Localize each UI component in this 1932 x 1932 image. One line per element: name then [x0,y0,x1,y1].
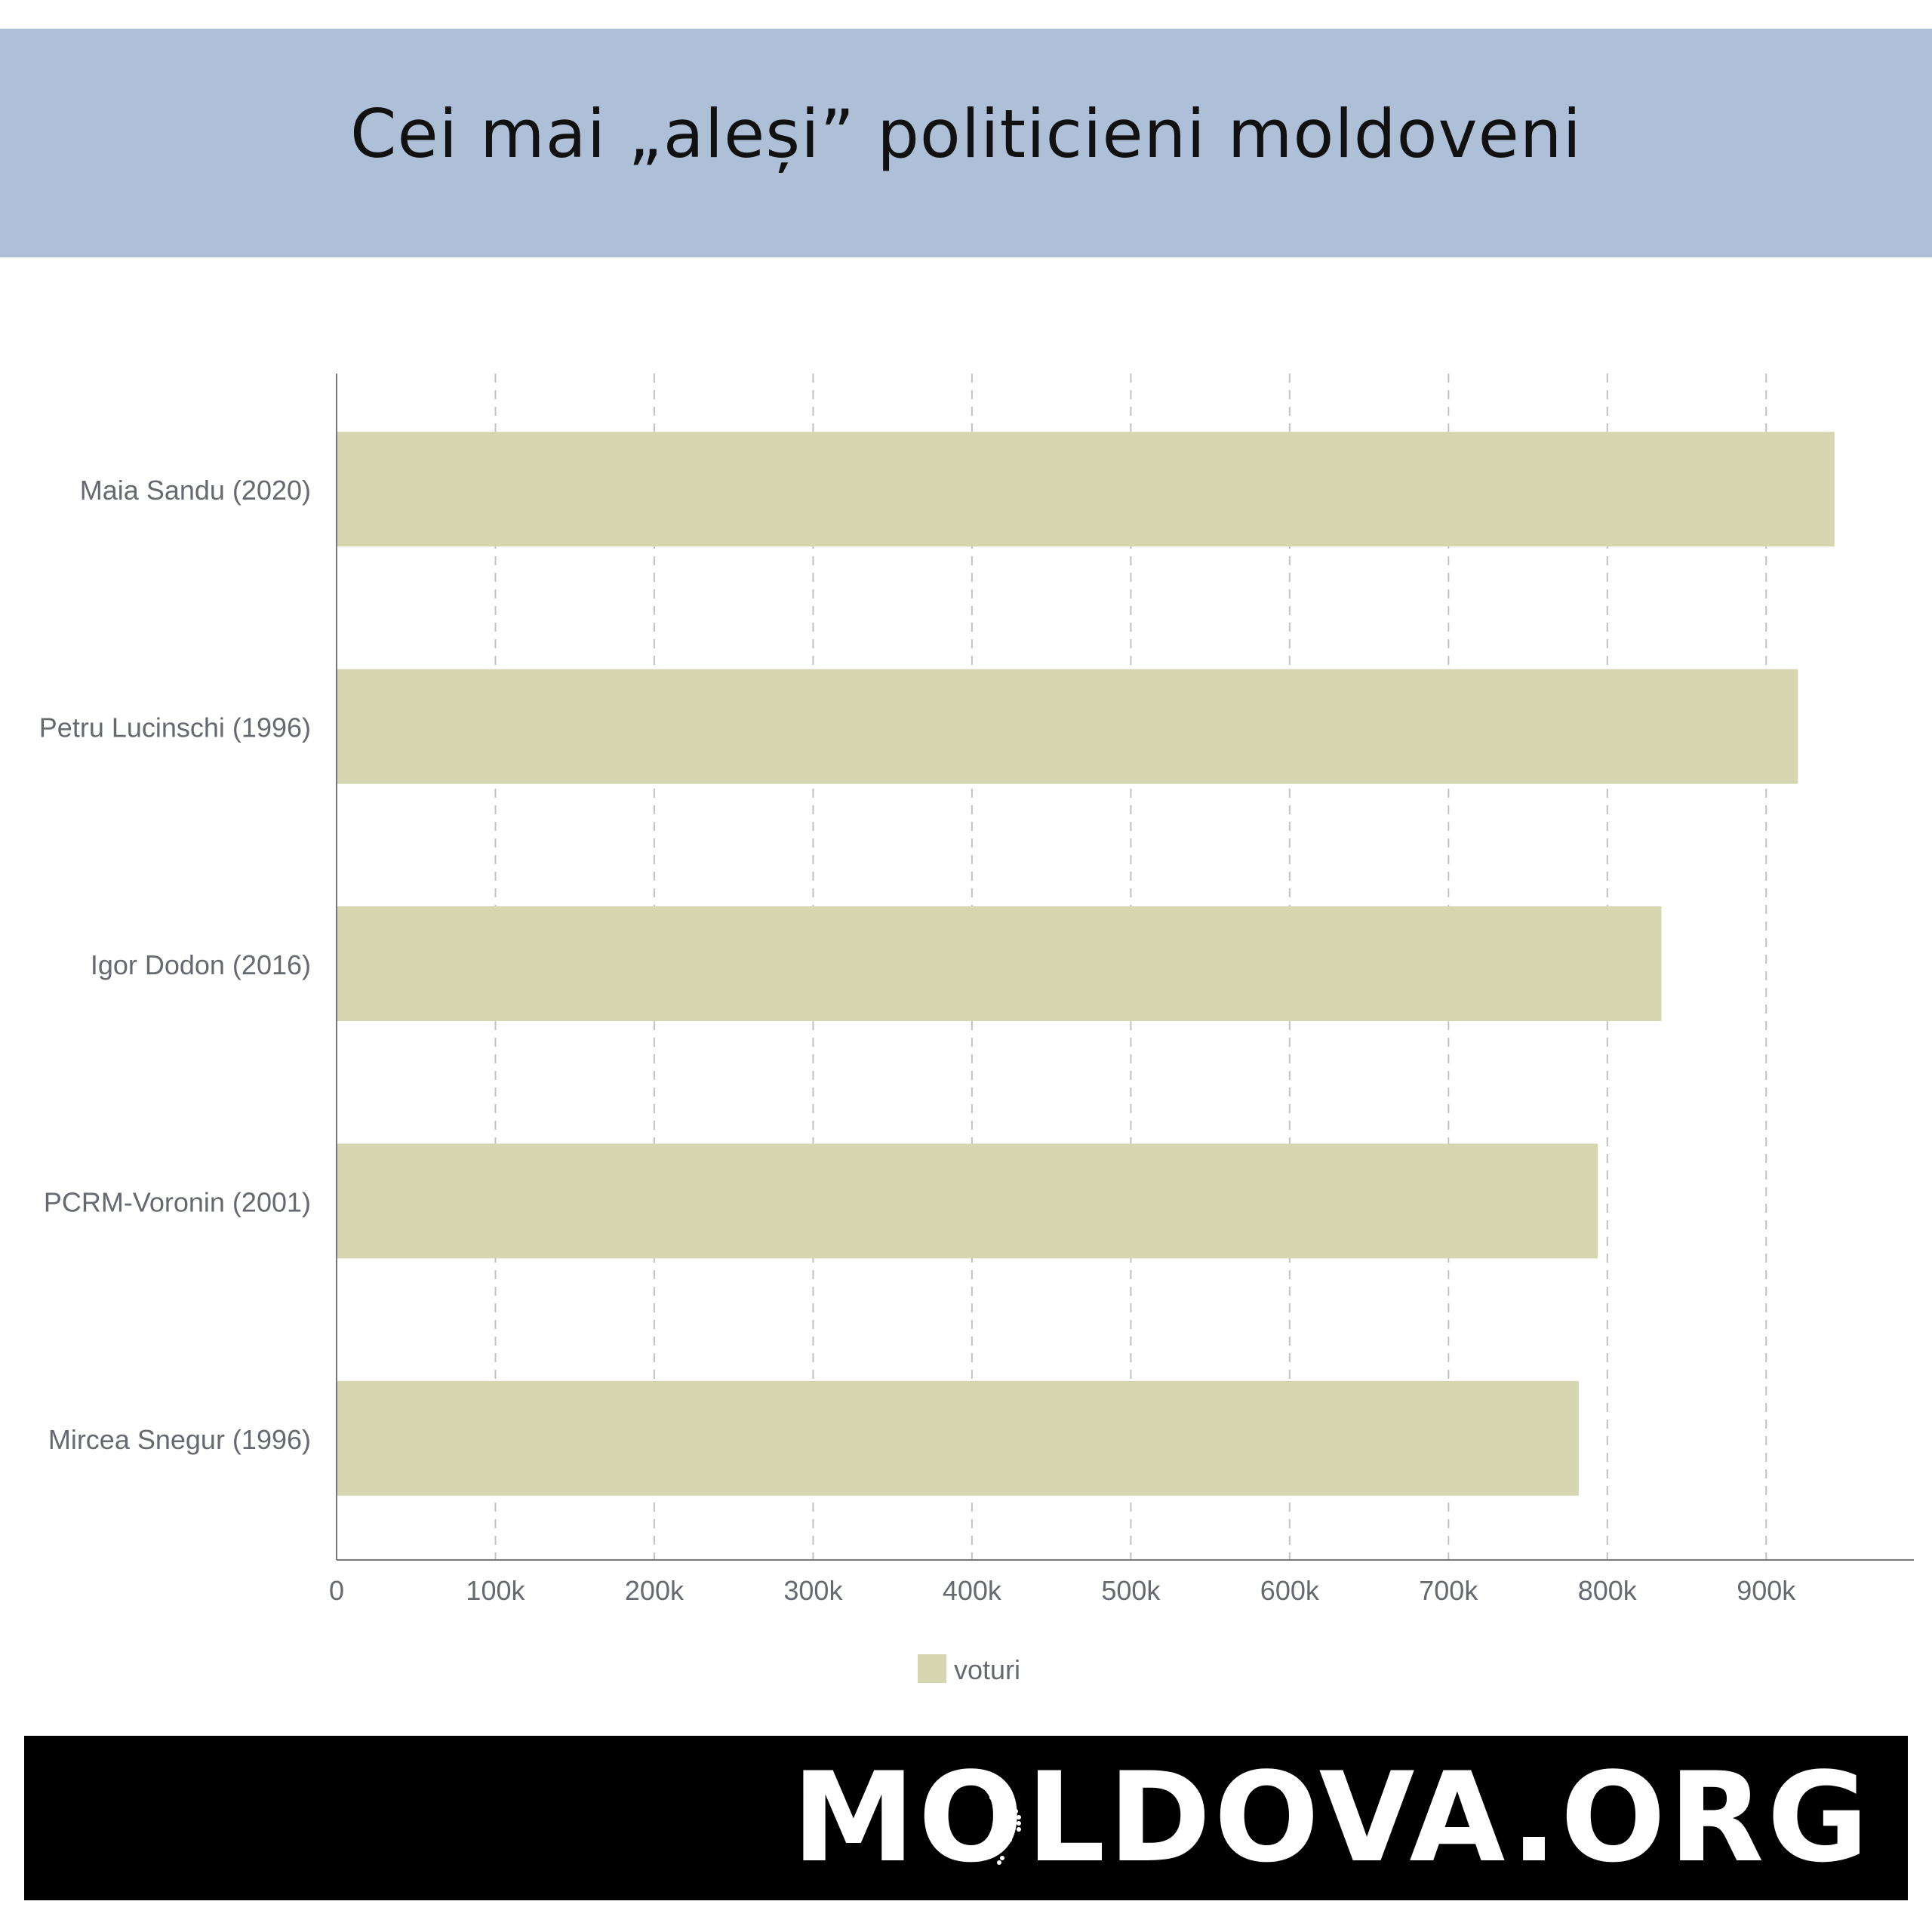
logo-text: MOLDOVA.ORG [792,1746,1872,1890]
x-tick-label: 600k [1260,1575,1320,1606]
bar-chart: Maia Sandu (2020) Petru Lucinschi (1996) I… [39,374,1914,1685]
bar [337,1380,1579,1496]
category-label: PCRM-Voronin (2001) [44,1186,311,1217]
x-tick-label: 700k [1419,1575,1478,1606]
x-tick-label: 900k [1737,1575,1796,1606]
x-tick-label: 800k [1578,1575,1638,1606]
x-tick-label: 400k [943,1575,1002,1606]
x-tick-label: 0 [329,1575,344,1606]
bar [337,432,1835,547]
page-title: Cei mai „aleși” politicieni moldoveni [350,95,1582,173]
footer-band: MOLDOVA.ORG [24,1736,1908,1900]
category-label: Maia Sandu (2020) [80,475,311,506]
category-label: Igor Dodon (2016) [91,949,311,980]
x-tick-label: 100k [466,1575,525,1606]
category-label: Mircea Snegur (1996) [48,1424,311,1455]
bar [337,669,1798,784]
x-tick-label: 300k [783,1575,843,1606]
x-tick-label: 200k [625,1575,685,1606]
bar [337,906,1662,1021]
bar [337,1143,1598,1259]
category-label: Petru Lucinschi (1996) [39,712,311,743]
header-band: Cei mai „aleși” politicieni moldoveni [0,29,1932,257]
legend-swatch [918,1654,946,1683]
moldova-map-icon [971,1771,1021,1865]
legend-label: voturi [954,1654,1020,1685]
x-tick-label: 500k [1101,1575,1161,1606]
